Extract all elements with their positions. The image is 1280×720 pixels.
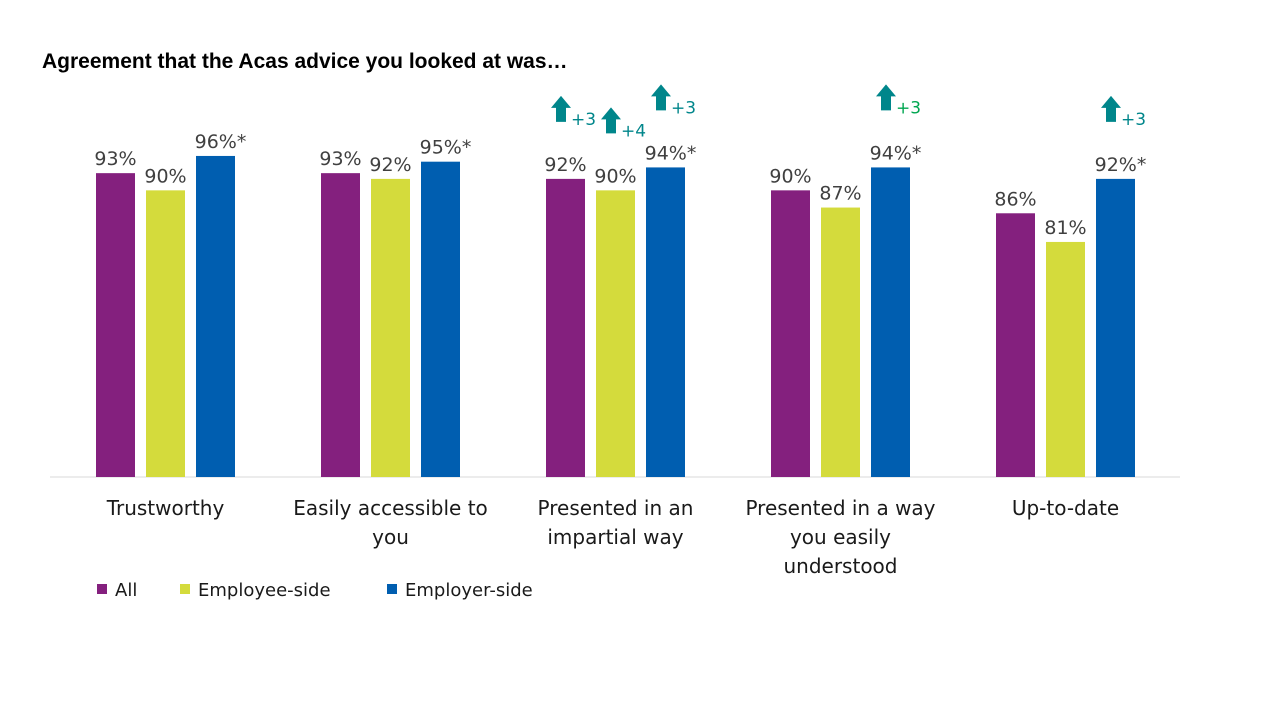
change-value: +4 (621, 121, 646, 141)
data-label: 94%* (870, 142, 922, 164)
bar-employee-side-3 (821, 207, 860, 477)
data-label: 92%* (1095, 154, 1147, 176)
data-label: 90% (144, 165, 186, 187)
change-annotation: +3 (1101, 95, 1146, 130)
data-label: 95%* (420, 137, 472, 159)
change-value: +3 (571, 110, 596, 130)
up-arrow-icon (551, 95, 571, 122)
up-arrow-icon (601, 107, 621, 134)
category-label: Trustworthy (106, 496, 225, 520)
category-label: Up-to-date (1012, 496, 1119, 520)
data-label: 92% (544, 154, 586, 176)
data-label: 93% (94, 148, 136, 170)
bar-employer-side-3 (871, 167, 910, 477)
legend-swatch (387, 584, 397, 594)
bar-employer-side-1 (421, 161, 460, 477)
bar-all-2 (546, 178, 585, 477)
change-value: +3 (1121, 110, 1146, 130)
data-label: 94%* (645, 142, 697, 164)
bar-employer-side-4 (1096, 178, 1135, 477)
data-label: 90% (769, 165, 811, 187)
change-value: +3 (671, 98, 696, 118)
change-annotation: +3 (551, 95, 596, 130)
data-label: 87% (819, 183, 861, 205)
up-arrow-icon (876, 84, 896, 111)
legend-item-employer-side: Employer-side (387, 580, 533, 601)
bar-employer-side-2 (646, 167, 685, 477)
legend-label: Employer-side (405, 580, 533, 601)
data-label: 81% (1044, 217, 1086, 239)
category-label: you easily (790, 525, 891, 549)
change-annotation: +3 (876, 84, 921, 118)
category-label: impartial way (547, 525, 683, 549)
change-annotation: +4 (601, 107, 646, 141)
category-label: you (372, 525, 409, 549)
legend-item-all: All (97, 580, 137, 601)
bar-all-3 (771, 190, 810, 477)
data-label: 96%* (195, 131, 247, 153)
data-label: 92% (369, 154, 411, 176)
bar-employee-side-4 (1046, 241, 1085, 477)
bar-employee-side-2 (596, 190, 635, 477)
legend-item-employee-side: Employee-side (180, 580, 331, 601)
up-arrow-icon (1101, 95, 1121, 122)
legend-label: Employee-side (198, 580, 331, 601)
bar-employer-side-0 (196, 155, 235, 477)
change-annotation: +3 (651, 84, 696, 118)
bar-employee-side-1 (371, 178, 410, 477)
bar-all-0 (96, 173, 135, 477)
category-label: understood (783, 554, 897, 578)
data-label: 86% (994, 188, 1036, 210)
legend-swatch (97, 584, 107, 594)
legend-swatch (180, 584, 190, 594)
legend-label: All (115, 580, 137, 601)
data-label: 90% (594, 165, 636, 187)
category-label: Easily accessible to (293, 496, 488, 520)
change-value: +3 (896, 98, 921, 118)
bar-employee-side-0 (146, 190, 185, 477)
up-arrow-icon (651, 84, 671, 111)
chart-title: Agreement that the Acas advice you looke… (42, 50, 568, 73)
data-label: 93% (319, 148, 361, 170)
bar-all-4 (996, 213, 1035, 478)
category-label: Presented in a way (745, 496, 935, 520)
category-label: Presented in an (538, 496, 694, 520)
bar-all-1 (321, 173, 360, 477)
